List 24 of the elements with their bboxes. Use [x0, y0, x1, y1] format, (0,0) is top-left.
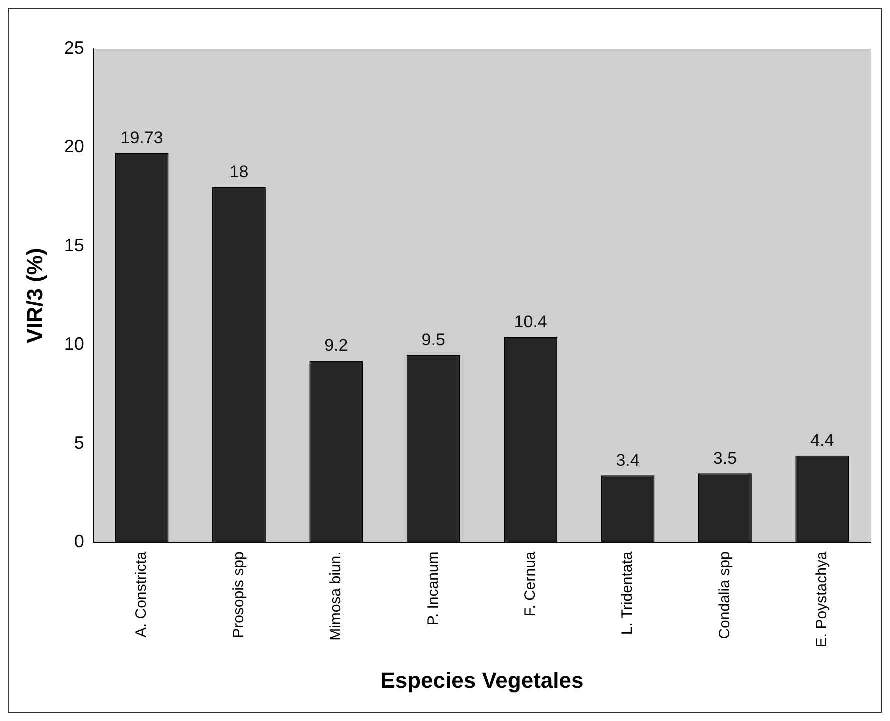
x-tick-label: L. Tridentata — [619, 551, 636, 636]
y-tick-label: 25 — [64, 38, 84, 58]
x-tick-label: A. Constricta — [133, 551, 150, 638]
x-tick-label: E. Poystachya — [814, 551, 831, 648]
x-axis-title: Especies Vegetales — [380, 668, 584, 693]
data-label: 9.5 — [422, 330, 446, 350]
x-tick-label: F. Cernua — [522, 551, 539, 617]
data-label: 3.5 — [713, 448, 738, 468]
data-label: 18 — [230, 162, 249, 182]
x-tick-label: Condalia spp — [716, 552, 734, 640]
data-label: 3.4 — [616, 450, 640, 470]
data-label: 9.2 — [324, 336, 348, 356]
y-tick-label: 5 — [74, 432, 84, 453]
x-tick-label: P. Incanum — [424, 552, 442, 626]
x-tick-label: Mimosa biun. — [328, 552, 345, 641]
y-axis-title: VIR/3 (%) — [22, 248, 48, 344]
y-tick-label: 10 — [64, 334, 84, 354]
x-tick-label: Prosopis spp — [230, 552, 248, 638]
data-label: 19.73 — [120, 128, 164, 148]
y-tick-label: 0 — [74, 532, 84, 552]
y-tick-label: 15 — [64, 235, 84, 256]
y-tick-label: 20 — [64, 136, 84, 157]
data-label: 10.4 — [514, 312, 548, 332]
data-label: 4.4 — [810, 431, 834, 450]
